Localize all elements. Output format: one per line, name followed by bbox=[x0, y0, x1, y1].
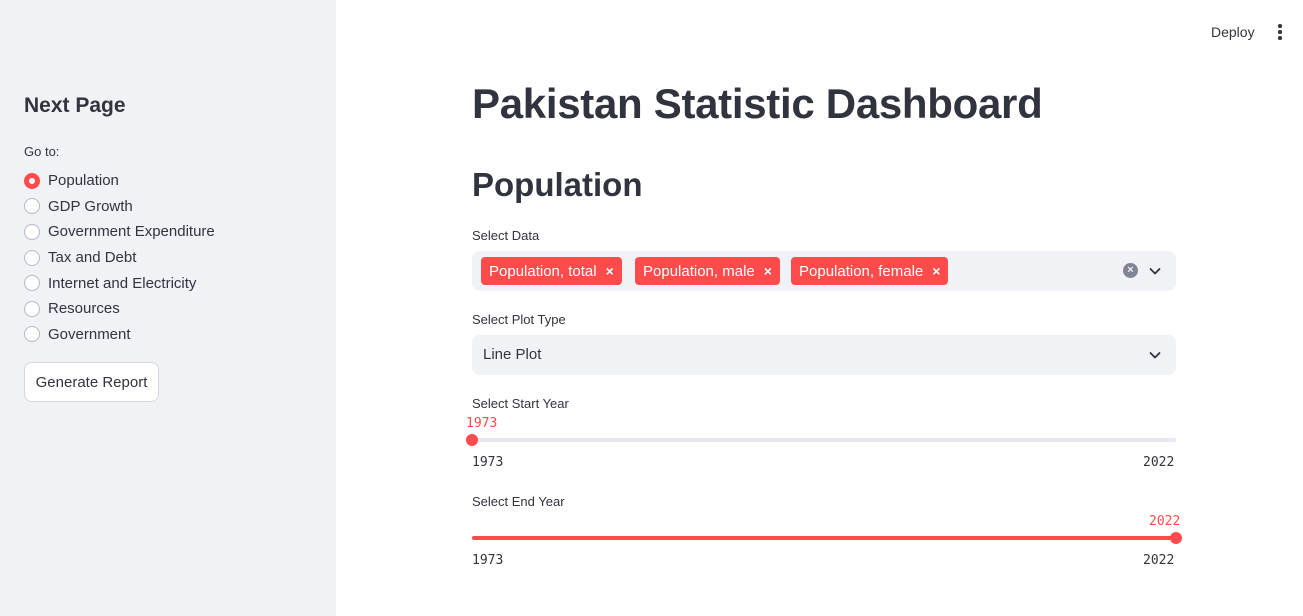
radio-option-government[interactable]: Government bbox=[24, 322, 215, 348]
generate-report-button[interactable]: Generate Report bbox=[24, 362, 159, 402]
end-year-min: 1973 bbox=[472, 553, 504, 568]
tag-label: Population, total bbox=[489, 262, 597, 280]
slider-fill bbox=[472, 536, 1176, 540]
sidebar-title: Next Page bbox=[24, 94, 126, 117]
select-data-label: Select Data bbox=[472, 228, 540, 243]
chevron-down-icon[interactable] bbox=[1148, 264, 1162, 278]
start-year-max: 2022 bbox=[1143, 455, 1175, 470]
slider-thumb[interactable] bbox=[466, 434, 478, 446]
radio-option-population[interactable]: Population bbox=[24, 168, 215, 194]
plot-type-label: Select Plot Type bbox=[472, 312, 566, 327]
radio-option-internet-and-electricity[interactable]: Internet and Electricity bbox=[24, 270, 215, 296]
radio-unselected-icon[interactable] bbox=[24, 326, 40, 343]
plot-type-value: Line Plot bbox=[483, 346, 542, 363]
start-year-min: 1973 bbox=[472, 455, 504, 470]
radio-option-label: Government Expenditure bbox=[48, 223, 215, 241]
end-year-max: 2022 bbox=[1143, 553, 1175, 568]
radio-option-resources[interactable]: Resources bbox=[24, 296, 215, 322]
radio-unselected-icon[interactable] bbox=[24, 198, 40, 215]
radio-unselected-icon[interactable] bbox=[24, 223, 40, 240]
radio-option-label: GDP Growth bbox=[48, 197, 133, 215]
radio-option-label: Resources bbox=[48, 300, 120, 318]
start-year-slider[interactable] bbox=[466, 434, 1176, 446]
end-year-slider[interactable] bbox=[472, 532, 1182, 544]
main-menu-icon[interactable] bbox=[1271, 22, 1289, 42]
slider-thumb[interactable] bbox=[1170, 532, 1182, 544]
radio-option-gdp-growth[interactable]: GDP Growth bbox=[24, 194, 215, 220]
deploy-button[interactable]: Deploy bbox=[1211, 24, 1255, 40]
tag-label: Population, male bbox=[643, 262, 755, 280]
end-year-label: Select End Year bbox=[472, 494, 565, 509]
end-year-value: 2022 bbox=[1149, 514, 1181, 529]
selected-tag: Population, total × bbox=[481, 257, 622, 285]
plot-type-select[interactable]: Line Plot bbox=[472, 335, 1176, 375]
sidebar: Next Page Go to: Population GDP Growth G… bbox=[0, 0, 336, 616]
radio-option-tax-and-debt[interactable]: Tax and Debt bbox=[24, 245, 215, 271]
select-data-multiselect[interactable]: Population, total × Population, male × P… bbox=[472, 251, 1176, 291]
menu-dot bbox=[1278, 36, 1282, 40]
menu-dot bbox=[1278, 24, 1282, 28]
radio-selected-icon[interactable] bbox=[24, 172, 40, 189]
clear-all-icon[interactable]: × bbox=[1123, 263, 1138, 278]
section-title: Population bbox=[472, 166, 643, 203]
radio-option-label: Population bbox=[48, 172, 119, 190]
chevron-down-icon[interactable] bbox=[1148, 348, 1162, 362]
radio-group-label: Go to: bbox=[24, 144, 60, 159]
remove-tag-icon[interactable]: × bbox=[605, 263, 614, 279]
selected-tag: Population, male × bbox=[635, 257, 780, 285]
radio-option-label: Tax and Debt bbox=[48, 249, 137, 267]
radio-unselected-icon[interactable] bbox=[24, 300, 40, 317]
radio-option-label: Government bbox=[48, 325, 131, 343]
selected-tag: Population, female × bbox=[791, 257, 949, 285]
page-radio-group: Population GDP Growth Government Expendi… bbox=[24, 168, 215, 347]
start-year-value: 1973 bbox=[466, 416, 498, 431]
radio-unselected-icon[interactable] bbox=[24, 275, 40, 292]
remove-tag-icon[interactable]: × bbox=[763, 263, 772, 279]
radio-option-government-expenditure[interactable]: Government Expenditure bbox=[24, 219, 215, 245]
menu-dot bbox=[1278, 30, 1282, 34]
radio-option-label: Internet and Electricity bbox=[48, 274, 197, 292]
remove-tag-icon[interactable]: × bbox=[932, 263, 941, 279]
page-title: Pakistan Statistic Dashboard bbox=[472, 80, 1043, 127]
radio-unselected-icon[interactable] bbox=[24, 249, 40, 266]
start-year-label: Select Start Year bbox=[472, 396, 569, 411]
tag-label: Population, female bbox=[799, 262, 924, 280]
